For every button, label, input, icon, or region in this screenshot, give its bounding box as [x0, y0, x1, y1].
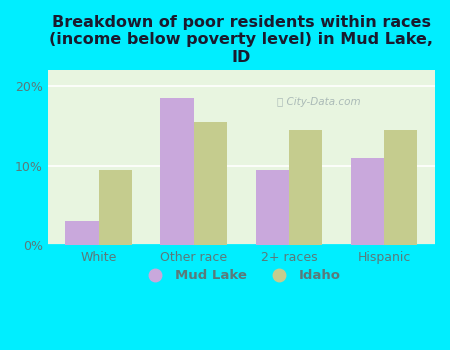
- Bar: [65, 221, 99, 245]
- Bar: [99, 169, 132, 245]
- Bar: [194, 122, 227, 245]
- Bar: [384, 130, 418, 245]
- Bar: [256, 169, 289, 245]
- Bar: [161, 98, 194, 245]
- Bar: [351, 158, 384, 245]
- Legend: Mud Lake, Idaho: Mud Lake, Idaho: [136, 264, 346, 288]
- Title: Breakdown of poor residents within races
(income below poverty level) in Mud Lak: Breakdown of poor residents within races…: [50, 15, 433, 65]
- Bar: [289, 130, 322, 245]
- Text: Ⓜ City-Data.com: Ⓜ City-Data.com: [277, 97, 360, 107]
